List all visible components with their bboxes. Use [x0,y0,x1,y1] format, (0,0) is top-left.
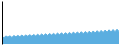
marks [2,29,119,44]
chart [0,0,120,45]
y-axis [2,2,3,45]
line [2,29,119,37]
area [2,29,119,44]
y-axis-line [2,2,3,45]
plot-area [2,2,119,45]
